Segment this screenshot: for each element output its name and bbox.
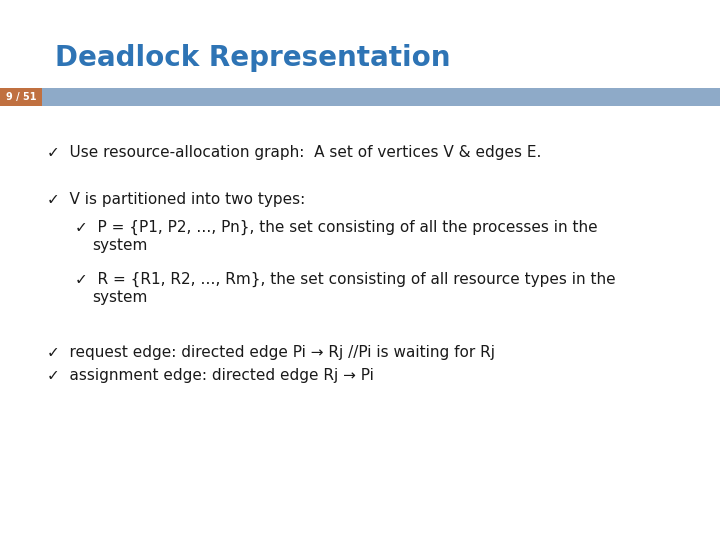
Text: ✓  V is partitioned into two types:: ✓ V is partitioned into two types: (47, 192, 305, 207)
Text: system: system (92, 238, 148, 253)
Text: ✓  P = {P1, P2, …, Pn}, the set consisting of all the processes in the: ✓ P = {P1, P2, …, Pn}, the set consistin… (75, 220, 598, 235)
Text: 9 / 51: 9 / 51 (6, 92, 36, 102)
Text: ✓  Use resource-allocation graph:  A set of vertices V & edges E.: ✓ Use resource-allocation graph: A set o… (47, 145, 541, 160)
Text: ✓  assignment edge: directed edge Rj → Pi: ✓ assignment edge: directed edge Rj → Pi (47, 368, 374, 383)
Text: Deadlock Representation: Deadlock Representation (55, 44, 451, 72)
Text: ✓  request edge: directed edge Pi → Rj //Pi is waiting for Rj: ✓ request edge: directed edge Pi → Rj //… (47, 345, 495, 360)
Text: ✓  R = {R1, R2, …, Rm}, the set consisting of all resource types in the: ✓ R = {R1, R2, …, Rm}, the set consistin… (75, 272, 616, 287)
Text: system: system (92, 290, 148, 305)
Bar (0, 88, 720, 106)
Bar (0, 88, 42, 106)
